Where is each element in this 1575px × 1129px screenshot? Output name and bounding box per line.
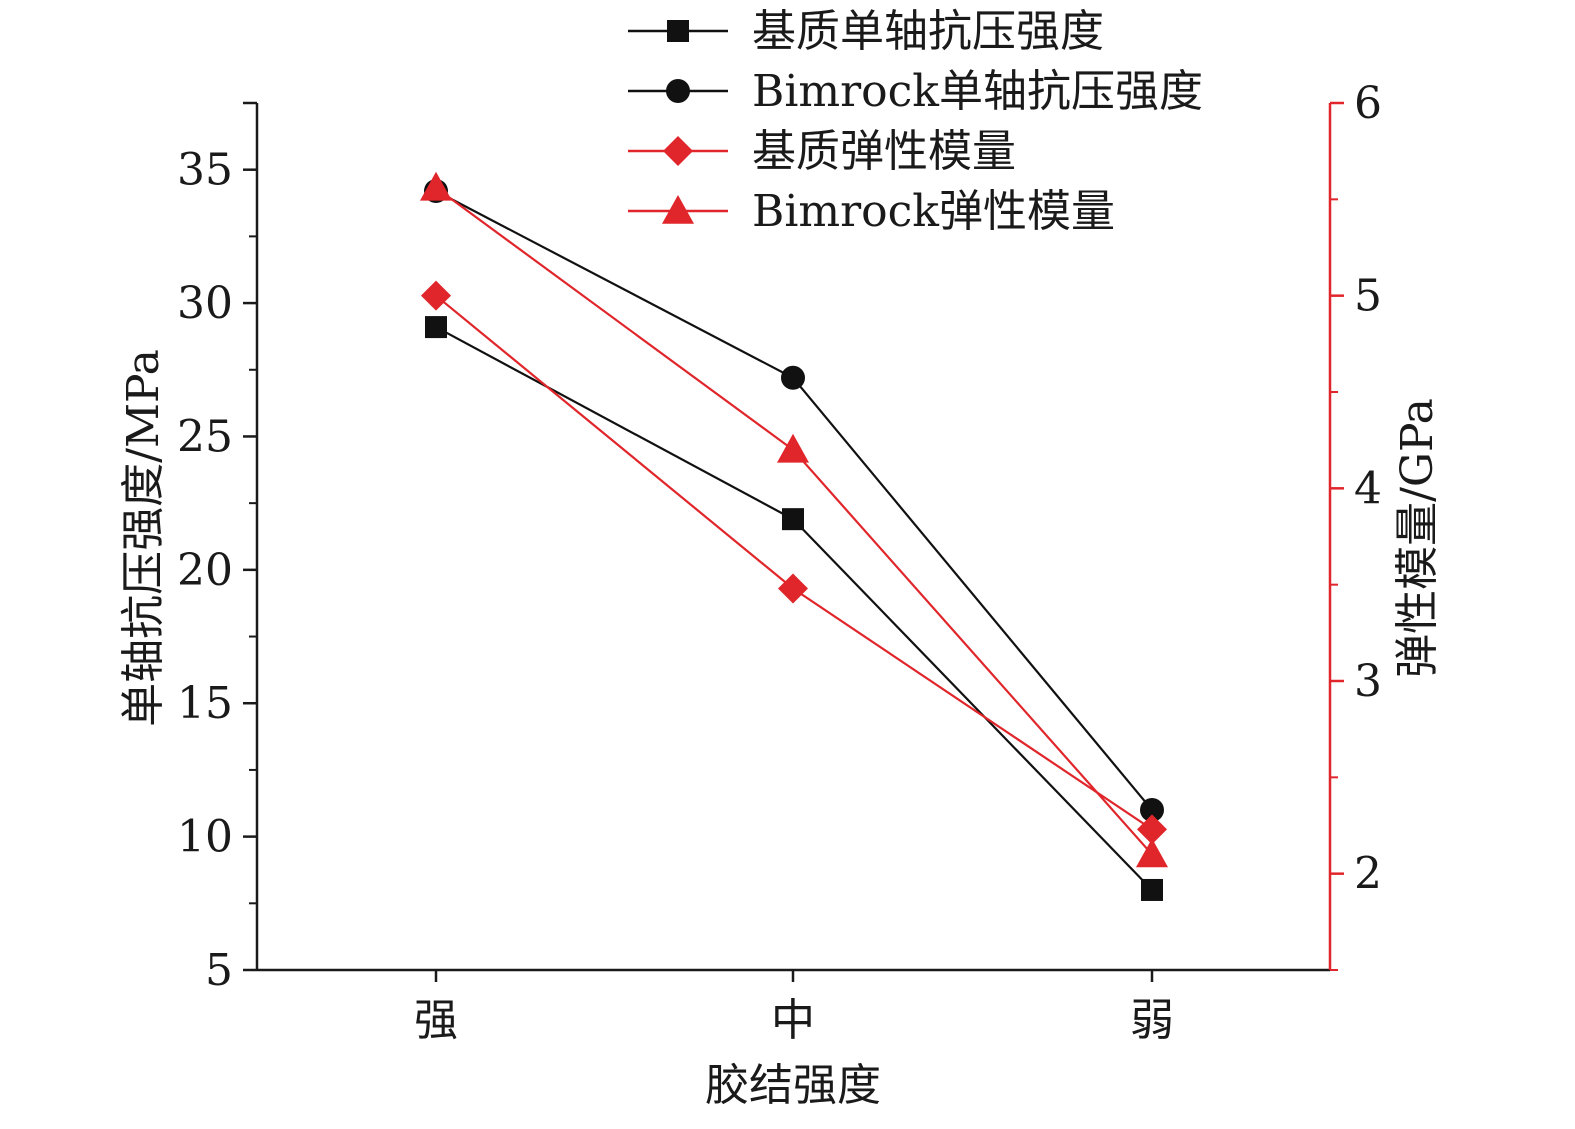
legend-marker bbox=[667, 20, 689, 42]
y-left-axis-title: 单轴抗压强度/MPa bbox=[118, 349, 169, 727]
legend-marker bbox=[662, 195, 694, 224]
data-point bbox=[782, 508, 804, 531]
legend-marker bbox=[663, 136, 693, 166]
y-left-tick-label: 35 bbox=[177, 145, 233, 196]
data-point bbox=[1136, 838, 1168, 868]
y-left-tick-label: 10 bbox=[177, 812, 233, 863]
series-square bbox=[425, 316, 1163, 901]
legend-item: Bimrock弹性模量 bbox=[628, 186, 1115, 237]
legend-item: Bimrock单轴抗压强度 bbox=[628, 66, 1203, 117]
y-right-tick-label: 5 bbox=[1354, 271, 1382, 322]
y-right-tick-label: 3 bbox=[1354, 656, 1382, 707]
data-point bbox=[778, 573, 808, 604]
series-circle bbox=[424, 179, 1164, 822]
x-tick-label: 弱 bbox=[1130, 995, 1174, 1046]
series-line bbox=[435, 326, 1153, 891]
data-point bbox=[420, 171, 452, 201]
series-layer bbox=[420, 171, 1168, 901]
data-point bbox=[425, 316, 447, 339]
legend-marker bbox=[666, 79, 690, 103]
y-right-axis-title: 弹性模量/GPa bbox=[1392, 398, 1443, 678]
x-axis-title: 胶结强度 bbox=[705, 1060, 881, 1111]
data-point bbox=[781, 365, 805, 390]
x-tick-label: 强 bbox=[414, 995, 458, 1046]
legend-label: 基质单轴抗压强度 bbox=[752, 6, 1104, 57]
axes-layer: 5 10 15 20 25 30 35 2 3 4 5 6 强 中 弱 bbox=[177, 78, 1382, 1046]
y-right-tick-label: 4 bbox=[1354, 463, 1382, 514]
series-line bbox=[435, 190, 1153, 811]
y-left-tick-label: 25 bbox=[177, 411, 233, 462]
y-right-tick-label: 6 bbox=[1354, 78, 1382, 129]
y-left-tick-label: 5 bbox=[205, 945, 233, 996]
y-left-tick-label: 15 bbox=[177, 678, 233, 729]
data-point bbox=[1137, 814, 1167, 845]
y-left-tick-label: 30 bbox=[177, 278, 233, 329]
series-diamond bbox=[421, 280, 1167, 845]
legend-label: Bimrock单轴抗压强度 bbox=[752, 66, 1203, 117]
data-point bbox=[777, 433, 809, 463]
data-point bbox=[421, 280, 451, 311]
legend-label: 基质弹性模量 bbox=[752, 126, 1016, 177]
series-triangle bbox=[420, 171, 1168, 868]
legend-item: 基质单轴抗压强度 bbox=[628, 6, 1104, 57]
y-left-tick-label: 20 bbox=[177, 545, 233, 596]
x-tick-label: 中 bbox=[771, 995, 815, 1046]
legend-item: 基质弹性模量 bbox=[628, 126, 1016, 177]
data-point bbox=[1140, 797, 1164, 822]
legend-label: Bimrock弹性模量 bbox=[752, 186, 1115, 237]
data-point bbox=[1141, 878, 1163, 901]
y-right-tick-label: 2 bbox=[1354, 849, 1382, 900]
